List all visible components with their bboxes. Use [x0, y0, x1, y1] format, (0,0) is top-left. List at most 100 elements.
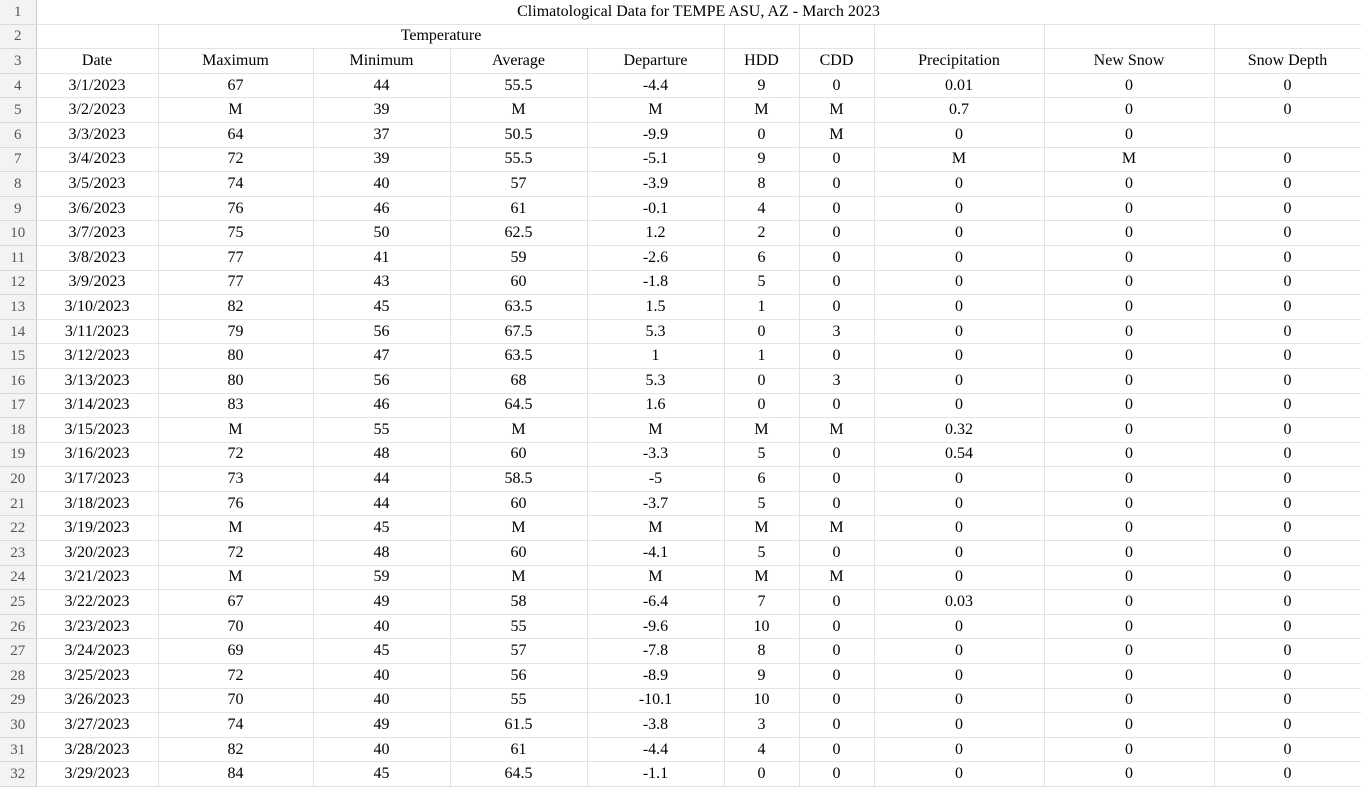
cell-average[interactable]: 60: [450, 540, 588, 566]
cell-new-snow[interactable]: 0: [1044, 245, 1215, 271]
row-header[interactable]: 31: [0, 737, 37, 763]
row-header[interactable]: 9: [0, 196, 37, 222]
cell-precipitation[interactable]: 0: [874, 515, 1045, 542]
cell-maximum[interactable]: 77: [158, 245, 314, 271]
cell-precipitation[interactable]: 0: [874, 663, 1045, 689]
cell-snow-depth[interactable]: 0: [1214, 688, 1361, 714]
cell-cdd[interactable]: 0: [799, 245, 875, 271]
cell-minimum[interactable]: 50: [313, 220, 451, 246]
cell-hdd[interactable]: 6: [724, 245, 800, 271]
row-header[interactable]: 27: [0, 638, 37, 665]
cell-departure[interactable]: M: [587, 515, 725, 542]
cell-precipitation[interactable]: 0: [874, 638, 1045, 665]
cell-precipitation[interactable]: 0: [874, 565, 1045, 591]
cell-departure[interactable]: -3.8: [587, 712, 725, 738]
cell-snow-depth[interactable]: 0: [1214, 638, 1361, 665]
cell-departure[interactable]: -8.9: [587, 663, 725, 689]
column-header-hdd[interactable]: HDD: [724, 48, 800, 74]
cell-date[interactable]: 3/18/2023: [36, 491, 159, 517]
row-header[interactable]: 25: [0, 589, 37, 615]
cell-cdd[interactable]: 0: [799, 171, 875, 197]
cell-hdd[interactable]: 9: [724, 73, 800, 99]
cell-maximum[interactable]: 74: [158, 712, 314, 738]
cell-average[interactable]: 61: [450, 196, 588, 222]
cell-average[interactable]: 60: [450, 442, 588, 468]
cell-precipitation[interactable]: 0: [874, 270, 1045, 296]
cell-departure[interactable]: -4.4: [587, 73, 725, 99]
cell-minimum[interactable]: 48: [313, 442, 451, 468]
cell-precipitation[interactable]: 0: [874, 466, 1045, 492]
cell-cdd[interactable]: 0: [799, 343, 875, 369]
cell-date[interactable]: 3/28/2023: [36, 737, 159, 763]
cell-average[interactable]: 64.5: [450, 393, 588, 419]
cell-maximum[interactable]: 67: [158, 73, 314, 99]
cell-departure[interactable]: -10.1: [587, 688, 725, 714]
cell-average[interactable]: 55.5: [450, 147, 588, 173]
cell-date[interactable]: 3/14/2023: [36, 393, 159, 419]
cell-minimum[interactable]: 48: [313, 540, 451, 566]
cell-minimum[interactable]: 49: [313, 589, 451, 615]
cell-average[interactable]: 57: [450, 171, 588, 197]
cell-snow-depth[interactable]: 0: [1214, 737, 1361, 763]
cell-minimum[interactable]: 41: [313, 245, 451, 271]
cell-snow-depth[interactable]: 0: [1214, 417, 1361, 443]
column-header-maximum[interactable]: Maximum: [158, 48, 314, 74]
cell-date[interactable]: 3/25/2023: [36, 663, 159, 689]
cell-maximum[interactable]: 73: [158, 466, 314, 492]
cell-hdd[interactable]: M: [724, 97, 800, 123]
cell-departure[interactable]: M: [587, 97, 725, 123]
cell-departure[interactable]: -5.1: [587, 147, 725, 173]
cell-average[interactable]: 56: [450, 663, 588, 689]
cell-cdd[interactable]: M: [799, 565, 875, 591]
cell-hdd[interactable]: 9: [724, 147, 800, 173]
cell-minimum[interactable]: 46: [313, 393, 451, 419]
cell-new-snow[interactable]: 0: [1044, 97, 1215, 123]
cell-new-snow[interactable]: 0: [1044, 393, 1215, 419]
cell-average[interactable]: 50.5: [450, 122, 588, 148]
cell-hdd[interactable]: 10: [724, 614, 800, 640]
cell-cdd[interactable]: 0: [799, 73, 875, 99]
cell-departure[interactable]: -6.4: [587, 589, 725, 615]
cell-maximum[interactable]: 64: [158, 122, 314, 148]
cell-new-snow[interactable]: 0: [1044, 688, 1215, 714]
cell-average[interactable]: M: [450, 515, 588, 542]
cell-departure[interactable]: 1: [587, 343, 725, 369]
cell-departure[interactable]: -9.6: [587, 614, 725, 640]
cell-maximum[interactable]: 72: [158, 540, 314, 566]
cell-snow-depth[interactable]: [1214, 122, 1361, 148]
cell-snow-depth[interactable]: 0: [1214, 196, 1361, 222]
cell-maximum[interactable]: 75: [158, 220, 314, 246]
cell-snow-depth[interactable]: 0: [1214, 294, 1361, 320]
cell-precipitation[interactable]: 0: [874, 393, 1045, 419]
cell-minimum[interactable]: 40: [313, 663, 451, 689]
cell-average[interactable]: 55: [450, 688, 588, 714]
cell-new-snow[interactable]: 0: [1044, 368, 1215, 394]
cell-minimum[interactable]: 44: [313, 491, 451, 517]
row-header[interactable]: 22: [0, 515, 37, 542]
row-header[interactable]: 7: [0, 147, 37, 173]
row-header[interactable]: 26: [0, 614, 37, 640]
cell-hdd[interactable]: 9: [724, 663, 800, 689]
cell[interactable]: [1214, 24, 1361, 50]
cell-departure[interactable]: -4.4: [587, 737, 725, 763]
cell-minimum[interactable]: 49: [313, 712, 451, 738]
cell-date[interactable]: 3/11/2023: [36, 319, 159, 345]
cell-maximum[interactable]: 69: [158, 638, 314, 665]
cell-minimum[interactable]: 47: [313, 343, 451, 369]
cell-precipitation[interactable]: 0: [874, 171, 1045, 197]
cell-date[interactable]: 3/22/2023: [36, 589, 159, 615]
cell-precipitation[interactable]: 0.7: [874, 97, 1045, 123]
cell-precipitation[interactable]: 0.01: [874, 73, 1045, 99]
cell-average[interactable]: M: [450, 97, 588, 123]
cell-new-snow[interactable]: 0: [1044, 294, 1215, 320]
cell-minimum[interactable]: 37: [313, 122, 451, 148]
cell-maximum[interactable]: 84: [158, 761, 314, 787]
cell-date[interactable]: 3/9/2023: [36, 270, 159, 296]
cell-average[interactable]: 68: [450, 368, 588, 394]
cell-date[interactable]: 3/19/2023: [36, 515, 159, 542]
cell-average[interactable]: 58.5: [450, 466, 588, 492]
cell-snow-depth[interactable]: 0: [1214, 97, 1361, 123]
cell-snow-depth[interactable]: 0: [1214, 319, 1361, 345]
cell-average[interactable]: 57: [450, 638, 588, 665]
cell-new-snow[interactable]: 0: [1044, 761, 1215, 787]
